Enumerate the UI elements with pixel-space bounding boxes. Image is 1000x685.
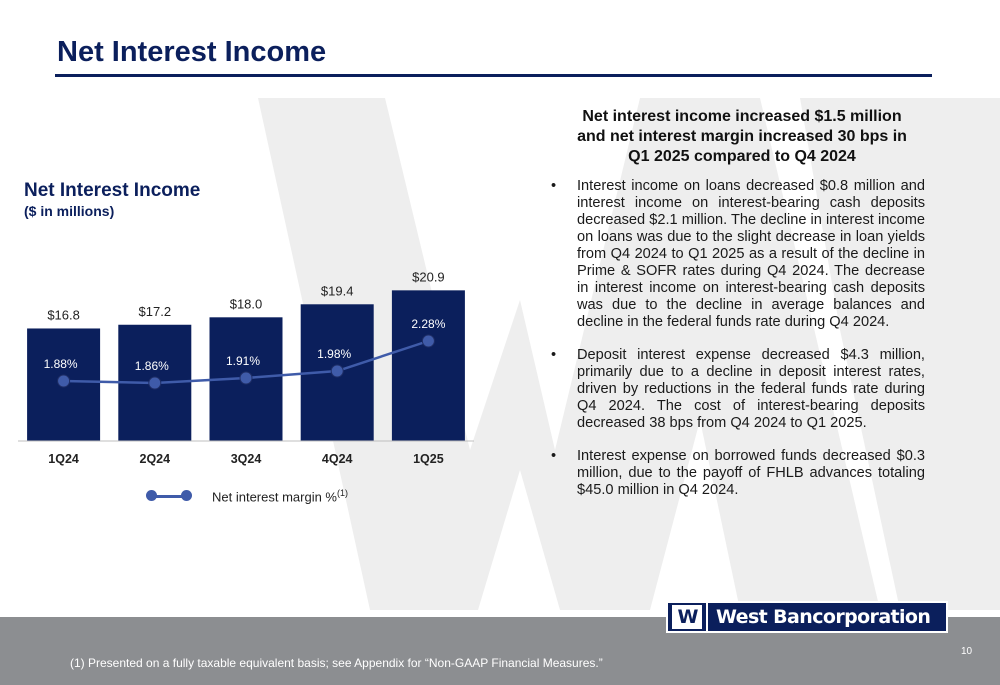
margin-point — [330, 364, 344, 378]
net-interest-income-chart: $16.8 1Q24 $17.2 2Q24 $18.0 3Q24 $19.4 4Q24 $20.… — [18, 269, 474, 466]
bullet-icon: • — [551, 178, 557, 194]
bar-value-label: $20.9 — [412, 269, 445, 284]
footnote: (1) Presented on a fully taxable equival… — [70, 656, 603, 670]
summary-heading-line: Q1 2025 compared to Q4 2024 — [628, 148, 856, 165]
chart-subtitle: ($ in millions) — [24, 203, 115, 219]
margin-point — [57, 374, 71, 388]
category-tick-label: 1Q24 — [48, 452, 79, 466]
margin-point — [239, 371, 253, 385]
page-number: 10 — [961, 646, 973, 657]
bar-value-label: $18.0 — [230, 296, 263, 311]
bullet-text: Deposit interest expense decreased $4.3 … — [577, 347, 925, 431]
west-bancorporation-logo: W West Bancorporation — [666, 601, 948, 633]
margin-value-label: 1.91% — [226, 354, 260, 368]
category-tick-label: 1Q25 — [413, 452, 444, 466]
category-tick-label: 2Q24 — [140, 452, 171, 466]
bullet-item: • Interest expense on borrowed funds decr… — [548, 448, 925, 499]
legend-label: Net interest margin %(1) — [212, 488, 348, 505]
margin-value-label: 2.28% — [411, 317, 445, 331]
summary-heading-line: Net interest income increased $1.5 milli… — [582, 108, 902, 125]
bar — [391, 290, 465, 441]
bullet-item: • Interest income on loans decreased $0.8… — [548, 178, 925, 331]
category-tick-label: 3Q24 — [231, 452, 262, 466]
logo-w-icon: W — [672, 605, 702, 629]
bullet-text: Interest income on loans decreased $0.8 … — [577, 178, 925, 330]
margin-value-label: 1.98% — [317, 347, 351, 361]
title-divider — [55, 74, 932, 77]
summary-heading-line: and net interest margin increased 30 bps… — [577, 128, 907, 145]
summary-bullet-list: • Interest income on loans decreased $0.8… — [548, 178, 925, 515]
margin-point — [421, 334, 435, 348]
page-title: Net Interest Income — [57, 36, 327, 68]
legend-line-marker-icon — [146, 490, 192, 502]
bullet-item: • Deposit interest expense decreased $4.3… — [548, 347, 925, 432]
chart-title: Net Interest Income — [24, 180, 201, 201]
bar-value-label: $17.2 — [139, 304, 172, 319]
logo-divider — [706, 603, 708, 631]
margin-point — [148, 376, 162, 390]
bar-value-label: $16.8 — [47, 307, 80, 322]
category-tick-label: 4Q24 — [322, 452, 353, 466]
summary-heading: Net interest income increased $1.5 milli… — [556, 107, 928, 167]
bullet-icon: • — [551, 448, 557, 464]
chart-legend: Net interest margin %(1) — [146, 488, 348, 504]
bullet-icon: • — [551, 347, 557, 363]
margin-value-label: 1.88% — [44, 357, 78, 371]
margin-value-label: 1.86% — [135, 359, 169, 373]
bar-value-label: $19.4 — [321, 283, 354, 298]
logo-text: West Bancorporation — [716, 606, 931, 628]
bullet-text: Interest expense on borrowed funds decre… — [577, 448, 925, 498]
